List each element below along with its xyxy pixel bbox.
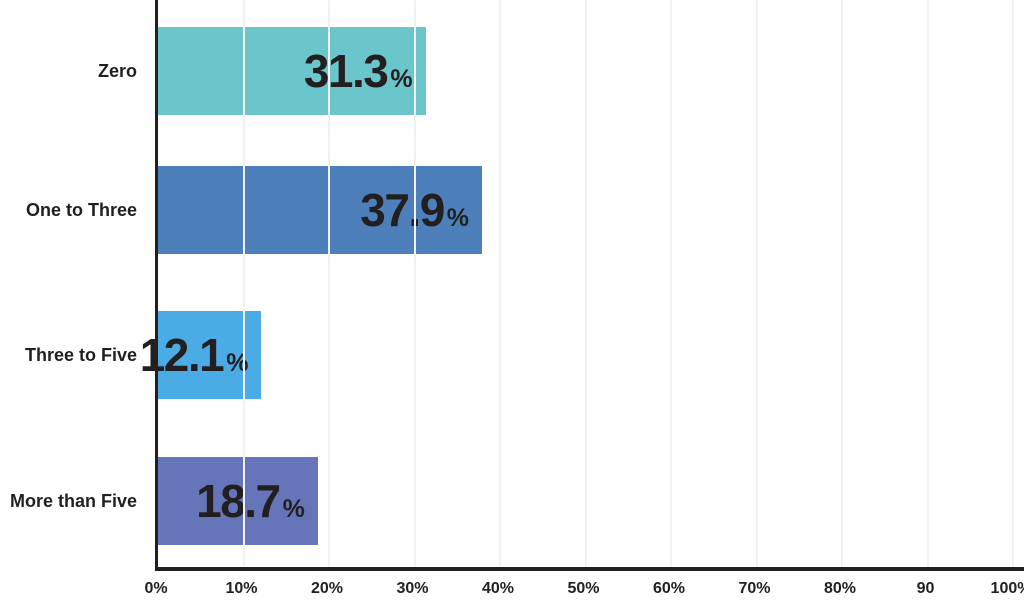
x-tick-label: 30% (396, 580, 429, 597)
bar-value-number: 31.3 (303, 45, 389, 97)
x-tick-label: 20% (310, 580, 344, 597)
x-tick-label: 90 (916, 580, 935, 597)
x-tick-label: 40% (481, 580, 515, 597)
bar-value-label: 18.7% (196, 478, 305, 524)
x-tick-label: 0% (144, 580, 168, 597)
category-label-zero: Zero (97, 60, 137, 81)
bars: 31.3% 37.9% 12.1% 18.7% (140, 0, 1024, 567)
x-axis-tick-labels: 0% 10% 20% 30% 40% 50% 60% 70% 80% 90 100% (0, 578, 1024, 603)
x-tick-label: 70% (738, 580, 771, 597)
x-axis-line (155, 567, 1024, 571)
category-label-more-than-five: More than Five (9, 490, 137, 511)
y-axis-line (155, 0, 158, 571)
bar-three-to-five: 12.1% (140, 311, 262, 399)
bar-value-label: 37.9% (360, 187, 469, 233)
bar-value-percent-sign: % (446, 204, 470, 232)
bar-value-percent-sign: % (390, 65, 413, 93)
bar-value-percent-sign: % (282, 495, 305, 523)
bar-zero: 31.3% (158, 27, 426, 115)
x-tick-label: 10% (225, 580, 258, 597)
bar-value-label: 31.3% (304, 48, 413, 94)
x-tick-label: 50% (567, 580, 600, 597)
bar-more-than-five: 18.7% (158, 457, 318, 545)
bar-value-number: 37.9 (360, 184, 445, 236)
bar-value-number: 18.7 (196, 475, 281, 527)
category-label-one-to-three: One to Three (25, 199, 137, 220)
category-label-three-to-five: Three to Five (24, 344, 137, 365)
x-tick-label: 60% (652, 580, 686, 597)
bar-one-to-three: 37.9% (158, 166, 483, 254)
plot-area: 31.3% 37.9% 12.1% 18.7% (140, 0, 1024, 571)
x-tick-label: 100% (990, 580, 1024, 597)
bar-value-number: 12.1 (139, 329, 225, 381)
y-axis-labels: Zero One to Three Three to Five More than F… (0, 0, 155, 571)
x-tick-label: 80% (823, 580, 857, 597)
bar-value-percent-sign: % (226, 349, 249, 377)
